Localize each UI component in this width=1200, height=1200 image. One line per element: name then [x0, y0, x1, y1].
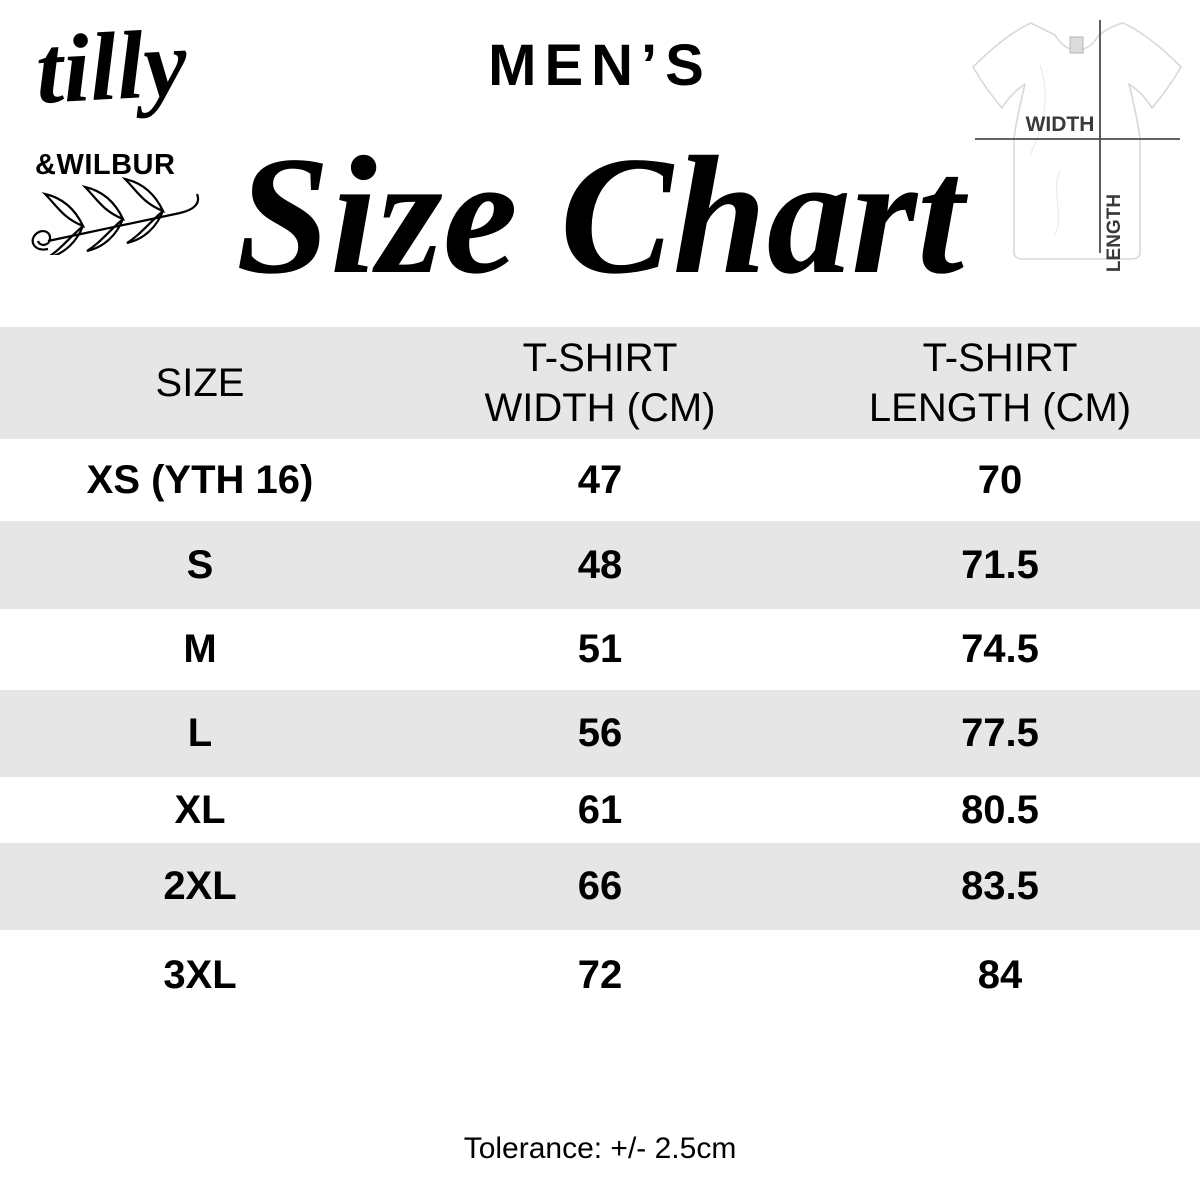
svg-text:WIDTH: WIDTH: [1026, 113, 1095, 136]
svg-text:LENGTH: LENGTH: [1104, 194, 1125, 272]
